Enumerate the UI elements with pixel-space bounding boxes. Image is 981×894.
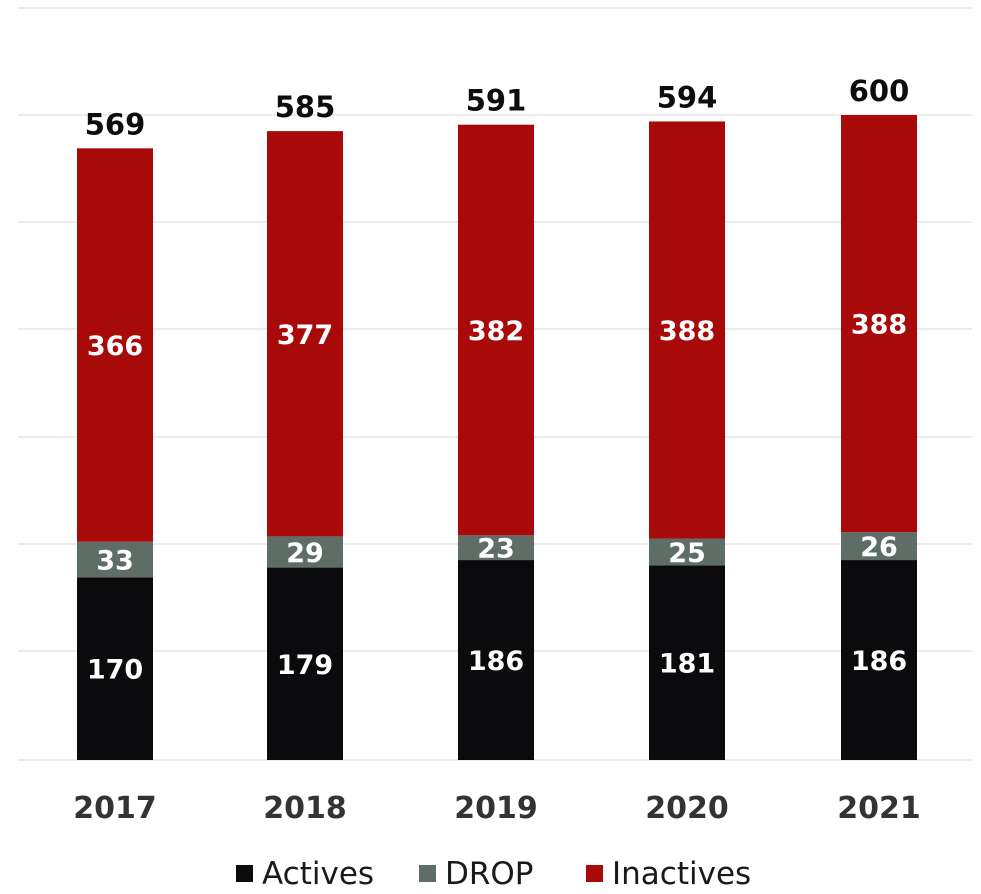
legend-item-inactives: Inactives bbox=[586, 856, 751, 892]
inactives-value-label: 388 bbox=[851, 310, 907, 341]
bar-total-label: 600 bbox=[849, 74, 910, 108]
x-tick-label: 2020 bbox=[645, 791, 729, 826]
actives-segment bbox=[458, 560, 534, 760]
x-axis-tick-labels: 2017 2018 2019 2020 2021 bbox=[73, 791, 921, 826]
drop-value-label: 25 bbox=[668, 538, 706, 569]
legend-item-actives: Actives bbox=[236, 856, 374, 892]
data-labels: 170 33 366 569 179 29 377 585 186 23 382 591 181 25 38… bbox=[85, 74, 910, 686]
actives-segment bbox=[267, 567, 343, 760]
inactives-segment bbox=[649, 121, 725, 539]
x-tick-label: 2017 bbox=[73, 791, 157, 826]
drop-segment bbox=[458, 535, 534, 561]
actives-segment bbox=[77, 577, 153, 760]
drop-value-label: 23 bbox=[477, 534, 515, 565]
legend-swatch bbox=[586, 865, 603, 882]
bar-total-label: 569 bbox=[85, 107, 146, 141]
bars bbox=[77, 115, 917, 760]
legend-swatch bbox=[236, 865, 253, 882]
actives-value-label: 186 bbox=[851, 646, 907, 677]
drop-segment bbox=[841, 532, 917, 561]
inactives-segment bbox=[458, 124, 534, 536]
inactives-segment bbox=[77, 148, 153, 542]
inactives-segment bbox=[267, 131, 343, 537]
x-tick-label: 2021 bbox=[837, 791, 921, 826]
drop-value-label: 33 bbox=[96, 546, 134, 577]
drop-value-label: 29 bbox=[286, 538, 324, 569]
x-tick-label: 2018 bbox=[263, 791, 347, 826]
bar-total-label: 585 bbox=[275, 90, 336, 124]
inactives-segment bbox=[841, 115, 917, 533]
legend-item-drop: DROP bbox=[419, 856, 534, 892]
bar-total-label: 594 bbox=[657, 80, 718, 114]
drop-value-label: 26 bbox=[860, 532, 898, 563]
inactives-value-label: 388 bbox=[659, 316, 715, 347]
actives-value-label: 179 bbox=[277, 650, 333, 681]
legend-label: DROP bbox=[445, 856, 534, 890]
bar-total-label: 591 bbox=[466, 84, 527, 118]
legend: Actives DROP Inactives bbox=[236, 856, 751, 892]
legend-label: Actives bbox=[262, 856, 374, 890]
inactives-value-label: 377 bbox=[277, 320, 333, 351]
actives-value-label: 170 bbox=[87, 655, 143, 686]
actives-segment bbox=[841, 560, 917, 760]
actives-value-label: 186 bbox=[468, 646, 524, 677]
inactives-value-label: 366 bbox=[87, 331, 143, 362]
legend-swatch bbox=[419, 865, 436, 882]
drop-segment bbox=[77, 541, 153, 578]
inactives-value-label: 382 bbox=[468, 316, 524, 347]
x-tick-label: 2019 bbox=[454, 791, 538, 826]
actives-segment bbox=[649, 565, 725, 760]
drop-segment bbox=[267, 536, 343, 568]
legend-label: Inactives bbox=[612, 856, 751, 890]
actives-value-label: 181 bbox=[659, 649, 715, 680]
drop-segment bbox=[649, 538, 725, 566]
